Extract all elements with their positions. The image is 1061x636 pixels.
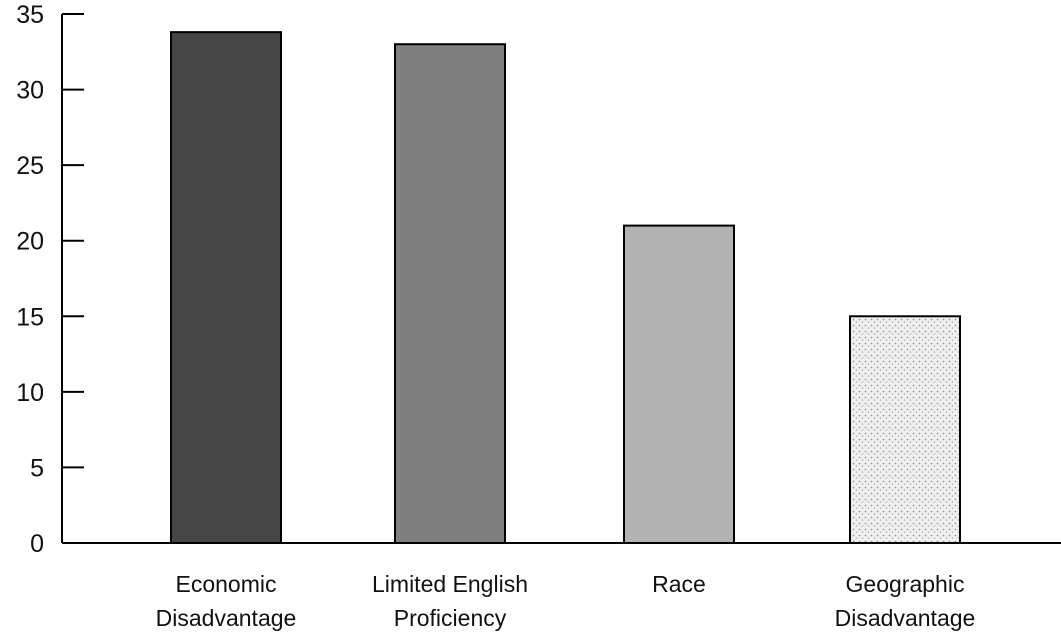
x-category-label: Race xyxy=(652,571,706,597)
x-category-label: Proficiency xyxy=(394,605,507,631)
y-tick-label: 20 xyxy=(16,228,44,256)
bar xyxy=(170,31,282,544)
y-tick-label: 10 xyxy=(16,379,44,407)
x-category-label: Disadvantage xyxy=(835,605,976,631)
x-category-label: Disadvantage xyxy=(156,605,297,631)
y-tick-label: 5 xyxy=(30,454,44,482)
bar xyxy=(849,315,961,544)
y-tick-label: 30 xyxy=(16,77,44,105)
bar xyxy=(623,224,735,544)
plot-area: 0 5 10 15 20 25 30 35 Economic Disadvantage Limite… xyxy=(16,1,1061,631)
x-category-label: Geographic xyxy=(846,571,965,597)
y-tick-label: 15 xyxy=(16,303,44,331)
y-tick-label: 0 xyxy=(30,530,44,558)
x-category-label: Economic xyxy=(176,571,277,597)
y-tick-label: 25 xyxy=(16,152,44,180)
bar xyxy=(394,43,506,544)
y-tick-label: 35 xyxy=(16,1,44,29)
x-category-label: Limited English xyxy=(372,571,528,597)
